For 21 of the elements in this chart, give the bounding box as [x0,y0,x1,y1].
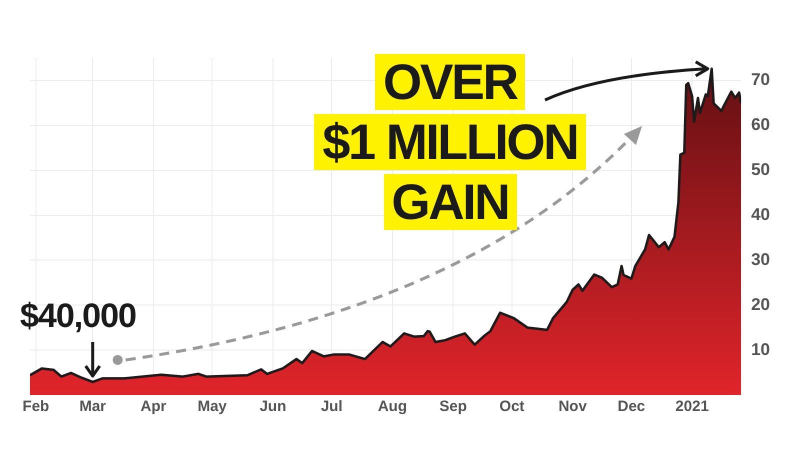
y-tick-label: 10 [751,340,770,359]
x-tick-label: Feb [22,398,50,416]
y-tick-label: 20 [751,294,770,314]
x-tick-label: Aug [378,398,407,416]
x-tick-label: Sep [439,398,467,416]
x-tick-label: Jul [320,398,343,416]
y-tick-label: 60 [751,115,770,134]
x-tick-label: Mar [79,398,106,416]
y-tick-label: 30 [751,250,770,269]
x-tick-label: Nov [558,398,588,416]
x-tick-label: May [198,398,228,416]
x-tick-label: Oct [499,398,524,416]
y-tick-label: 70 [751,70,770,90]
x-tick-label: 2021 [675,398,709,416]
annotation: OVER $1 MILLION GAIN [321,54,579,230]
x-tick-label: Jun [260,398,286,416]
y-tick-label: 40 [751,204,770,224]
x-tick-label: Dec [618,398,646,416]
x-tick-label: Apr [140,398,166,416]
annotation: $40,000 [20,296,136,336]
y-tick-label: 50 [751,160,770,180]
